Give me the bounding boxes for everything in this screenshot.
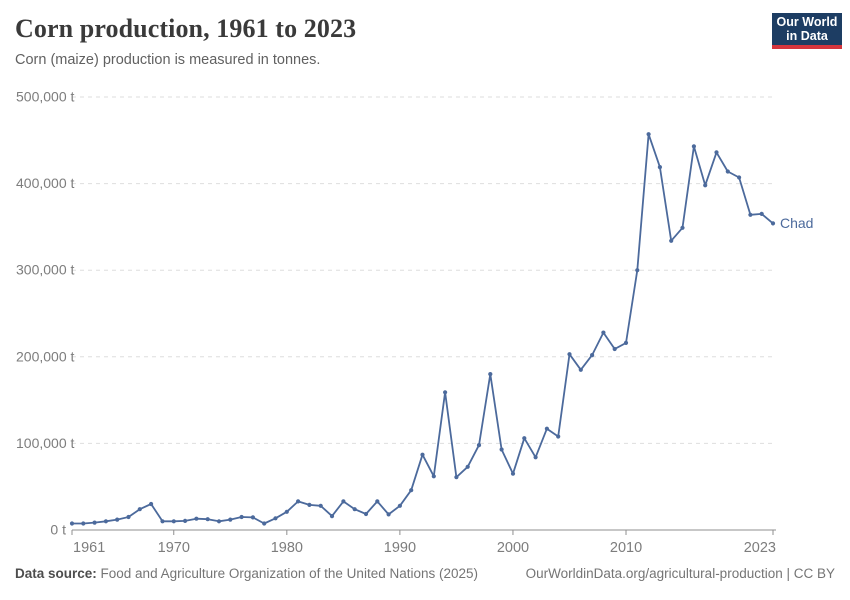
- data-point: [160, 519, 165, 524]
- data-point: [680, 225, 685, 230]
- data-point: [250, 515, 255, 520]
- data-point: [194, 516, 199, 521]
- data-point: [216, 519, 222, 524]
- data-point: [420, 452, 425, 457]
- data-point: [183, 518, 188, 524]
- data-point: [92, 520, 97, 525]
- chart-title: Corn production, 1961 to 2023: [15, 14, 357, 43]
- x-tick-label: 1961: [73, 540, 105, 556]
- data-point: [522, 436, 527, 441]
- data-point: [126, 514, 131, 520]
- owid-logo-line1: Our World: [776, 15, 838, 29]
- data-point: [657, 165, 663, 170]
- data-point: [567, 352, 572, 357]
- credit-line: OurWorldinData.org/agricultural-producti…: [525, 566, 835, 581]
- data-point: [669, 238, 674, 243]
- data-point: [149, 501, 154, 507]
- data-point: [454, 475, 459, 480]
- data-point: [284, 509, 289, 514]
- y-tick-label: 300,000 t: [16, 262, 74, 278]
- data-point: [770, 221, 776, 226]
- data-point: [725, 169, 730, 174]
- data-point: [737, 175, 742, 180]
- chart-footer: Data source: Food and Agriculture Organi…: [15, 566, 835, 581]
- data-source-text: Food and Agriculture Organization of the…: [96, 566, 479, 581]
- data-point: [296, 499, 301, 504]
- data-point: [69, 521, 75, 526]
- data-point: [488, 372, 493, 377]
- data-point: [307, 502, 312, 507]
- data-point: [703, 183, 708, 188]
- x-tick-label: 1970: [158, 540, 190, 556]
- data-point: [363, 511, 369, 517]
- chart-subtitle: Corn (maize) production is measured in t…: [15, 52, 321, 68]
- data-line: [71, 133, 774, 525]
- y-tick-label: 200,000 t: [16, 348, 74, 364]
- y-tick-label: 0 t: [50, 522, 66, 538]
- data-point: [759, 211, 764, 216]
- data-point: [635, 268, 640, 273]
- data-point: [273, 516, 278, 521]
- data-point: [329, 514, 335, 519]
- data-point: [171, 519, 176, 524]
- data-point: [544, 426, 550, 431]
- data-point: [341, 499, 346, 504]
- data-point: [318, 503, 323, 508]
- data-point: [115, 517, 120, 522]
- data-point: [510, 471, 516, 476]
- x-tick-label: 2023: [744, 540, 776, 556]
- data-point: [431, 474, 436, 479]
- entity-label: Chad: [780, 215, 813, 231]
- data-point: [397, 503, 402, 508]
- data-point: [103, 519, 108, 524]
- x-tick-label: 2000: [497, 540, 529, 556]
- x-tick-label: 1990: [384, 540, 416, 556]
- data-point: [601, 330, 606, 335]
- data-point: [409, 488, 414, 493]
- x-tick-label: 1980: [271, 540, 303, 556]
- data-point: [137, 507, 142, 512]
- data-point: [748, 212, 753, 217]
- data-point: [578, 367, 583, 372]
- y-tick-label: 100,000 t: [16, 435, 74, 451]
- data-point: [533, 455, 538, 460]
- data-point: [262, 521, 267, 526]
- data-point: [612, 346, 617, 352]
- owid-logo[interactable]: Our World in Data: [772, 13, 842, 49]
- data-point: [375, 499, 380, 504]
- data-point: [590, 353, 595, 358]
- y-tick-label: 500,000 t: [16, 89, 74, 105]
- data-point: [714, 150, 719, 155]
- data-point: [239, 514, 244, 520]
- data-point: [205, 517, 210, 522]
- owid-logo-line2: in Data: [786, 29, 828, 43]
- x-tick-label: 2010: [610, 540, 642, 556]
- data-point: [691, 144, 697, 149]
- data-point: [465, 464, 470, 469]
- data-point: [476, 443, 482, 448]
- data-point: [386, 512, 391, 517]
- data-point: [228, 517, 233, 522]
- data-source-label: Data source:: [15, 566, 97, 581]
- y-tick-label: 400,000 t: [16, 175, 74, 191]
- data-point: [556, 434, 561, 439]
- data-source-note: Data source: Food and Agriculture Organi…: [15, 566, 478, 581]
- data-point: [443, 390, 448, 395]
- data-point: [81, 521, 86, 526]
- data-point: [499, 447, 504, 452]
- data-point: [646, 132, 651, 137]
- data-point: [352, 507, 357, 512]
- data-point: [623, 340, 629, 345]
